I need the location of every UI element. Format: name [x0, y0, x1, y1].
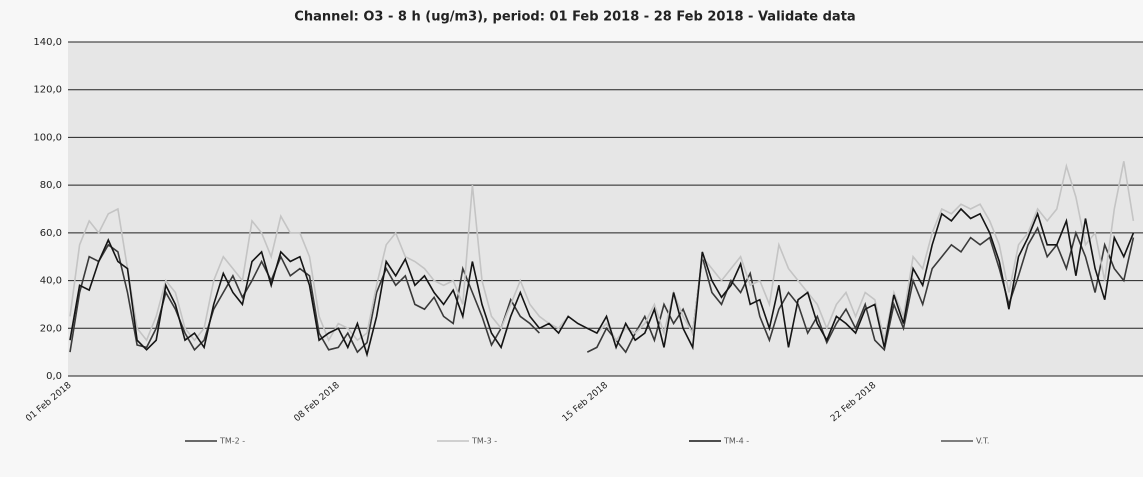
x-tick-label: 22 Feb 2018 — [829, 380, 879, 424]
y-tick-label: 20,0 — [40, 323, 62, 334]
legend-label: TM-4 - — [723, 437, 749, 446]
y-tick-label: 120,0 — [33, 85, 62, 96]
y-tick-label: 60,0 — [40, 228, 62, 239]
chart-title: Channel: O3 - 8 h (ug/m3), period: 01 Fe… — [294, 10, 855, 25]
y-tick-label: 80,0 — [40, 180, 62, 191]
x-tick-label: 08 Feb 2018 — [292, 380, 342, 424]
legend-label: TM-2 - — [219, 437, 245, 446]
y-tick-label: 140,0 — [33, 37, 62, 48]
x-tick-label: 15 Feb 2018 — [561, 380, 611, 424]
y-tick-label: 100,0 — [33, 132, 62, 143]
plot-area — [68, 42, 1143, 376]
y-tick-label: 40,0 — [40, 276, 62, 287]
legend-label: V.T. — [976, 437, 989, 446]
series-line — [69, 207, 1135, 358]
series-line — [69, 161, 1135, 343]
legend-label: TM-3 - — [471, 437, 497, 446]
y-tick-label: 0,0 — [46, 371, 62, 382]
x-tick-label: 01 Feb 2018 — [24, 380, 74, 424]
